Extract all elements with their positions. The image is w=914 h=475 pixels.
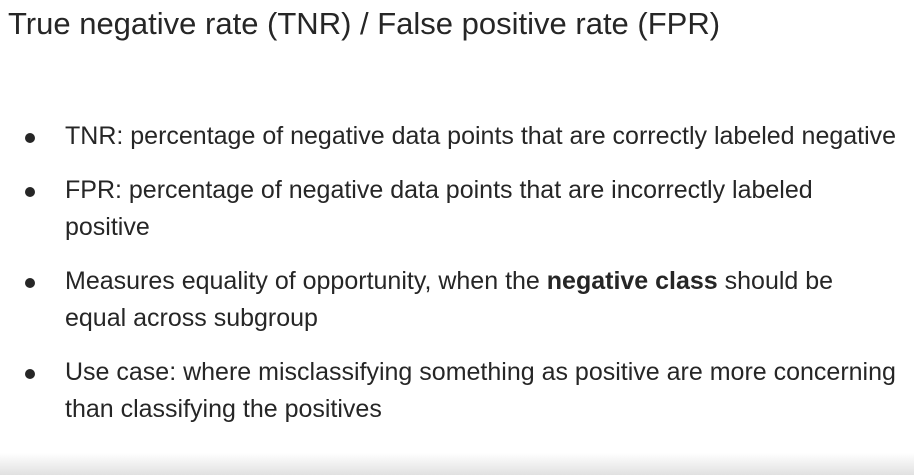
- bullet-equality: Measures equality of opportunity, when t…: [25, 263, 900, 337]
- bullet-tnr: TNR: percentage of negative data points …: [25, 118, 900, 155]
- bottom-fade: [0, 453, 914, 475]
- bullet-dot-icon: [25, 133, 35, 143]
- bullet-use-case: Use case: where misclassifying something…: [25, 354, 900, 428]
- bullet-text-bold: negative class: [546, 267, 718, 295]
- bullet-text-post: should be equal across subgroup: [65, 267, 834, 332]
- bullet-list: TNR: percentage of negative data points …: [25, 118, 900, 445]
- bullet-text: FPR: percentage of negative data points …: [65, 176, 813, 241]
- bullet-text: Use case: where misclassifying something…: [65, 358, 896, 423]
- bullet-fpr: FPR: percentage of negative data points …: [25, 172, 900, 246]
- bullet-dot-icon: [25, 369, 35, 379]
- bullet-text: TNR: percentage of negative data points …: [65, 122, 897, 150]
- bullet-dot-icon: [25, 187, 35, 197]
- slide-title: True negative rate (TNR) / False positiv…: [8, 6, 721, 41]
- bullet-dot-icon: [25, 278, 35, 288]
- bullet-text-pre: Measures equality of opportunity, when t…: [65, 267, 547, 295]
